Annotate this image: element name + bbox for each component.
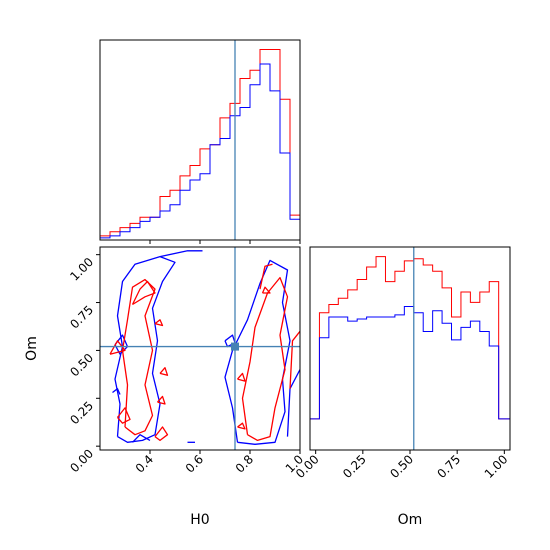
contour-h0-om-panel: 0.4 0.6 0.8 1.00.000.250.500.751.00 xyxy=(67,246,306,476)
hist-om-series-blue xyxy=(309,306,511,450)
contour-line-3 xyxy=(132,434,151,443)
contour-y-tick-label: 1.00 xyxy=(67,255,96,284)
contour-x-tick-label: 0.4 xyxy=(133,452,156,475)
y-axis-label-om: Om xyxy=(24,336,40,361)
x-axis-label-om: Om xyxy=(398,512,423,528)
hist-om-x-tick-label: 0.75 xyxy=(434,452,463,481)
contour-truth-marker xyxy=(231,342,239,351)
hist-om-x-tick-label: 1.00 xyxy=(482,452,511,481)
contour-line-19 xyxy=(237,372,246,382)
contour-line-2 xyxy=(286,369,301,437)
contour-line-20 xyxy=(261,286,271,294)
contour-line-10 xyxy=(241,276,289,442)
contour-line-12 xyxy=(131,280,156,306)
contour-line-16 xyxy=(159,367,169,376)
contour-y-tick-label: 0.75 xyxy=(67,303,96,332)
hist-om-frame xyxy=(309,246,511,451)
contour-line-17 xyxy=(154,319,164,327)
contour-line-14 xyxy=(154,426,169,442)
contour-x-tick-label: 0.6 xyxy=(183,452,206,475)
hist-h0-series-blue xyxy=(99,63,301,240)
contour-line-22 xyxy=(109,340,126,355)
contour-line-8 xyxy=(112,388,121,395)
histogram-om-panel: 0.00 0.25 0.50 0.75 1.00 xyxy=(293,246,511,481)
contour-y-tick-label: 0.25 xyxy=(67,399,96,428)
contour-line-9 xyxy=(121,278,156,436)
histogram-h0-panel xyxy=(99,39,301,244)
contour-line-1 xyxy=(224,259,291,445)
contour-line-15 xyxy=(157,395,166,405)
contour-line-11 xyxy=(259,263,273,290)
axis-labels: H0 Om Om xyxy=(24,336,422,528)
hist-om-x-tick-label: 0.50 xyxy=(387,452,416,481)
contour-line-5 xyxy=(159,250,203,258)
contour-y-tick-label: 0.00 xyxy=(67,446,96,475)
hist-om-x-tick-label: 0.25 xyxy=(340,452,369,481)
contour-y-tick-label: 0.50 xyxy=(67,351,96,380)
contour-x-tick-label: 0.8 xyxy=(233,452,256,475)
contour-line-21 xyxy=(289,330,301,389)
hist-om-series-red xyxy=(309,256,511,450)
x-axis-label-h0: H0 xyxy=(190,512,209,528)
contour-line-18 xyxy=(237,422,246,430)
hist-h0-series-red xyxy=(99,49,301,240)
contour-line-13 xyxy=(116,407,131,424)
